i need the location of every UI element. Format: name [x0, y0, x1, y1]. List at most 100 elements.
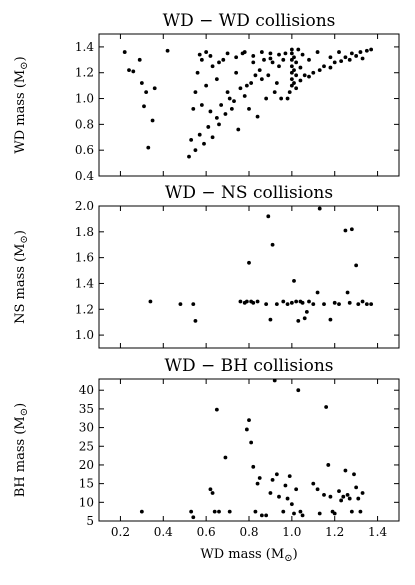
- data-point: [244, 83, 249, 88]
- data-point: [268, 56, 273, 61]
- y-axis-label-close: ): [13, 403, 28, 408]
- data-point: [197, 132, 202, 137]
- data-point: [253, 509, 258, 514]
- data-point: [360, 491, 365, 495]
- data-point: [270, 60, 275, 65]
- data-point: [289, 64, 294, 69]
- data-point: [199, 57, 204, 62]
- y-tick-label: 1.0: [75, 328, 94, 342]
- data-point: [152, 86, 157, 91]
- data-point: [264, 96, 269, 101]
- x-tick-label: 1.0: [282, 525, 301, 539]
- x-tick-label: 1.2: [325, 525, 344, 539]
- y-tick-label: 40: [79, 383, 94, 397]
- data-point: [272, 378, 277, 383]
- data-point: [328, 317, 333, 322]
- data-point: [242, 50, 247, 54]
- data-point: [255, 481, 260, 486]
- data-point: [268, 491, 273, 495]
- data-point: [281, 299, 286, 304]
- y-tick-label: 1.0: [75, 92, 94, 106]
- data-point: [189, 137, 194, 142]
- data-point: [195, 70, 200, 75]
- data-point: [139, 509, 144, 514]
- data-point: [289, 70, 294, 75]
- y-tick-label: 5: [86, 514, 94, 528]
- y-tick-label: 20: [79, 458, 94, 472]
- y-tick-label: 15: [79, 477, 94, 491]
- y-tick-label: 1.6: [75, 251, 94, 265]
- data-point: [369, 302, 374, 307]
- data-point: [178, 302, 183, 307]
- data-point: [341, 494, 346, 499]
- data-point: [193, 148, 198, 153]
- data-point: [208, 54, 213, 58]
- data-point: [193, 318, 198, 323]
- data-point: [214, 116, 219, 120]
- data-point: [268, 51, 273, 56]
- data-point: [352, 472, 356, 477]
- y-tick-label: 30: [79, 421, 94, 435]
- y-tick-label: 10: [79, 495, 94, 509]
- data-point: [360, 299, 365, 304]
- y-axis-label-subscript: ⊙: [19, 235, 30, 243]
- y-axis-label-close: ): [13, 230, 28, 235]
- data-point: [238, 86, 243, 91]
- data-point: [292, 81, 296, 85]
- data-point: [191, 515, 196, 520]
- data-point: [217, 60, 221, 65]
- data-point: [197, 52, 202, 57]
- data-point: [285, 496, 290, 501]
- data-point: [199, 103, 204, 107]
- data-point: [266, 73, 271, 78]
- data-point: [311, 481, 316, 486]
- y-tick-label: 0.6: [75, 143, 94, 157]
- data-point: [210, 491, 215, 495]
- data-point: [328, 65, 333, 70]
- data-point: [247, 260, 251, 265]
- data-point: [294, 86, 299, 91]
- data-point: [238, 299, 243, 304]
- y-axis-label-subscript: ⊙: [19, 61, 30, 69]
- data-point: [225, 90, 230, 94]
- data-point: [204, 50, 209, 54]
- data-point: [322, 64, 326, 69]
- data-point: [339, 498, 344, 503]
- data-point: [244, 427, 249, 432]
- data-point: [251, 60, 256, 65]
- data-point: [298, 78, 303, 83]
- data-point: [300, 300, 305, 305]
- data-point: [122, 50, 127, 54]
- data-point: [354, 485, 359, 490]
- data-point: [277, 52, 281, 57]
- data-point: [272, 90, 277, 94]
- data-point: [296, 388, 301, 393]
- data-point: [324, 405, 329, 409]
- data-point: [212, 509, 217, 514]
- data-point: [332, 60, 337, 65]
- data-point: [206, 125, 211, 129]
- y-tick-label: 25: [79, 439, 94, 453]
- data-point: [332, 300, 337, 305]
- data-point: [343, 468, 348, 473]
- data-point: [311, 70, 316, 75]
- y-tick-label: 0.8: [75, 117, 94, 131]
- x-axis-label: WD mass (M⊙): [200, 547, 297, 564]
- data-point: [315, 290, 320, 295]
- data-point: [289, 77, 294, 82]
- data-point: [277, 64, 281, 69]
- data-point: [298, 509, 303, 514]
- data-point: [347, 57, 352, 62]
- data-point: [210, 135, 215, 140]
- data-point: [127, 68, 131, 73]
- data-point: [139, 81, 144, 85]
- data-point: [217, 509, 221, 514]
- data-point: [315, 487, 320, 492]
- data-point: [354, 54, 359, 58]
- y-tick-label: 35: [79, 402, 94, 416]
- data-point: [236, 127, 241, 132]
- data-point: [349, 509, 354, 514]
- data-point: [208, 109, 213, 114]
- data-point: [289, 300, 294, 305]
